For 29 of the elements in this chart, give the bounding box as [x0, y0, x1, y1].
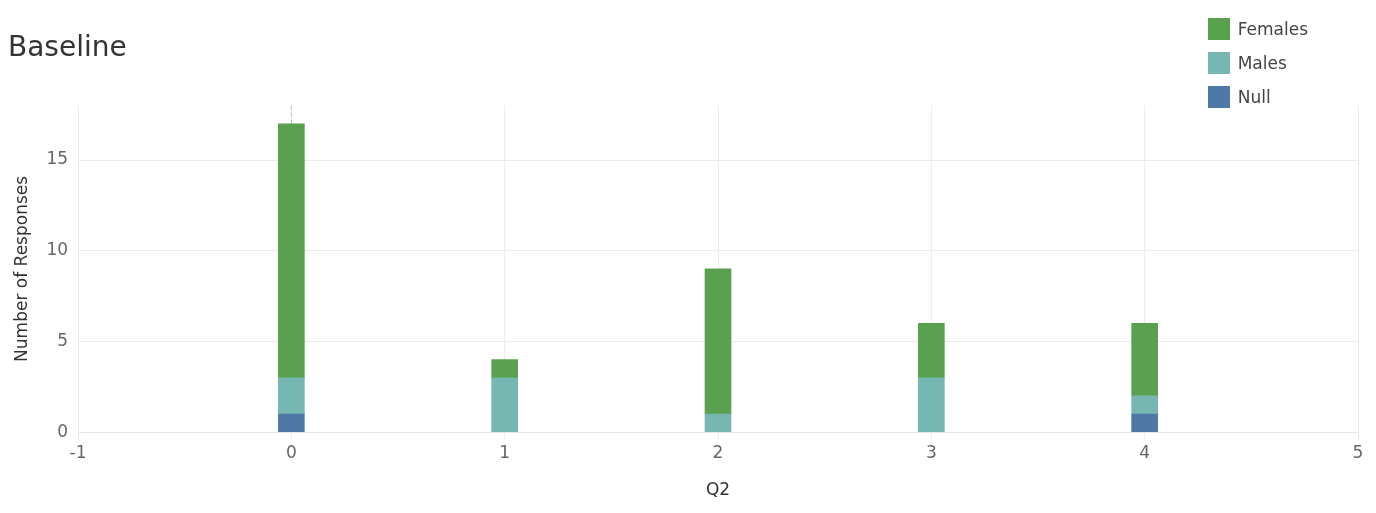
y-tick-label: 10 [46, 239, 69, 260]
bar [491, 377, 519, 433]
bar [704, 413, 732, 433]
bar [1131, 323, 1158, 397]
bar [278, 377, 305, 415]
bar [704, 268, 732, 415]
x-tick-label: 4 [1139, 441, 1151, 462]
bar [1131, 413, 1158, 433]
y-axis-title: Number of Responses [10, 175, 31, 362]
x-tick-label: -1 [69, 441, 87, 462]
x-tick-label: 1 [499, 441, 511, 462]
bar [278, 123, 305, 379]
bar [491, 359, 519, 379]
x-tick-label: 0 [285, 441, 297, 462]
y-tick-label: 5 [57, 329, 69, 350]
legend-label: Females [1237, 19, 1308, 39]
chart-title: Baseline [8, 30, 127, 64]
y-tick-label: 15 [46, 148, 69, 169]
bar [918, 377, 945, 433]
bar [918, 323, 945, 379]
y-tick-label: 0 [57, 420, 69, 441]
x-axis-title: Q2 [705, 479, 731, 500]
x-tick-label: 3 [925, 441, 937, 462]
bar [1131, 395, 1158, 415]
legend-label: Males [1237, 53, 1287, 73]
legend-label: Null [1237, 87, 1271, 107]
x-tick-label: 2 [712, 441, 724, 462]
bar [278, 413, 305, 433]
x-tick-label: 5 [1352, 441, 1364, 462]
